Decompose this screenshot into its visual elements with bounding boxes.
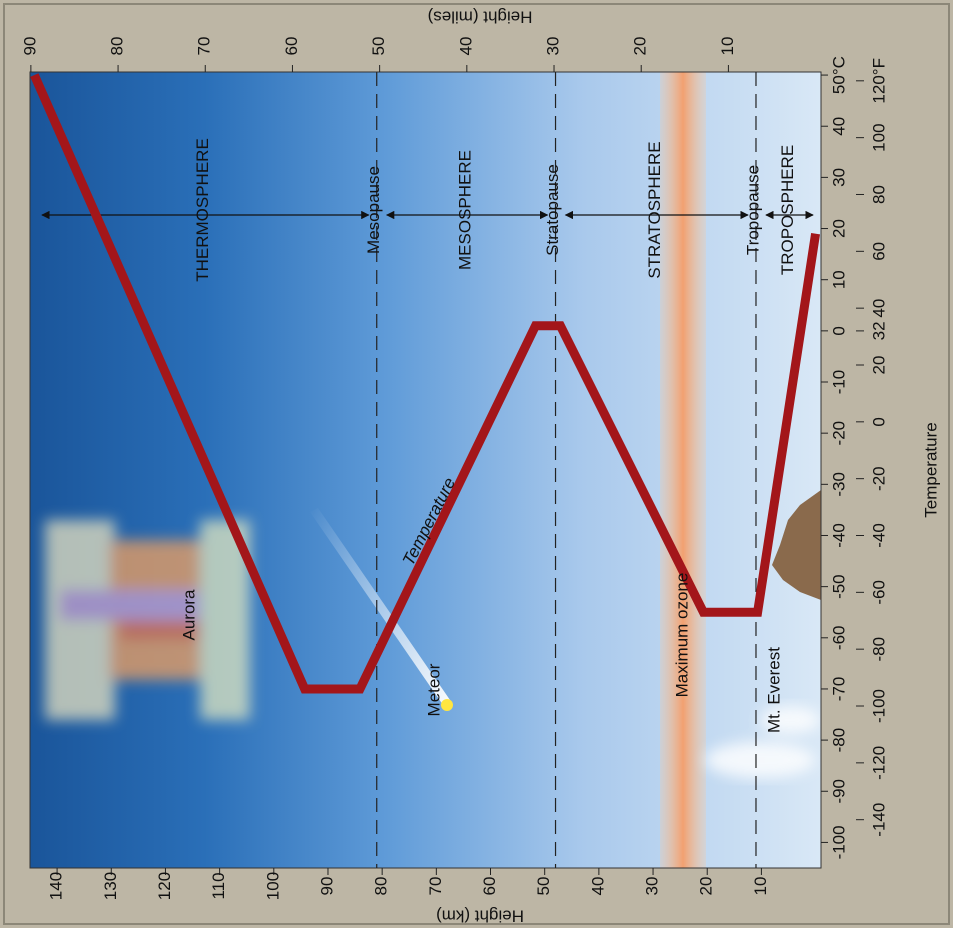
y-tick-label: 10 [751, 877, 770, 896]
x-tick-label: 40 [829, 117, 848, 136]
y2-tick-label: 10 [718, 37, 737, 56]
y-tick-label: 130 [101, 872, 120, 900]
region-label: MESOSPHERE [456, 150, 475, 270]
x-tick-label: -90 [829, 779, 848, 804]
boundary-label: Mesopause [364, 166, 383, 254]
y2-tick-label: 90 [20, 37, 39, 56]
x2-tick-label: 60 [869, 242, 888, 261]
x2-tick-label: -20 [869, 466, 888, 491]
region-label: THERMOSPHERE [193, 138, 212, 282]
y-tick-label: 120 [155, 872, 174, 900]
y-tick-label: 60 [480, 877, 499, 896]
x-tick-label: -80 [829, 728, 848, 753]
y-tick-label: 30 [643, 877, 662, 896]
x-tick-label: 20 [829, 219, 848, 238]
y2-tick-label: 80 [108, 37, 127, 56]
y-tick-label: 50 [534, 877, 553, 896]
plot-background [30, 72, 821, 868]
x2-tick-label: -100 [869, 689, 888, 723]
chart: Height (km) Height (miles) Temperature 1… [0, 0, 953, 928]
annotation: Mt. Everest [764, 647, 783, 733]
x2-tick-label: 40 [869, 299, 888, 318]
y-tick-label: 110 [209, 872, 228, 899]
y-tick-label: 80 [372, 877, 391, 896]
y-axis-title: Height (km) [436, 907, 524, 926]
y2-tick-label: 20 [631, 37, 650, 56]
x2-tick-label: 32 [869, 321, 888, 340]
x2-tick-label: 20 [869, 356, 888, 375]
y2-tick-label: 60 [282, 37, 301, 56]
y-tick-label: 20 [697, 877, 716, 896]
y-tick-label: 40 [588, 877, 607, 896]
x2-tick-label: 100 [869, 123, 888, 151]
y2-axis-title: Height (miles) [428, 8, 533, 27]
y2-tick-label: 50 [369, 37, 388, 56]
x2-tick-label: 0 [869, 417, 888, 426]
annotation: Aurora [179, 589, 198, 641]
x-tick-label: 30 [829, 168, 848, 187]
y-tick-label: 90 [317, 877, 336, 896]
x-tick-label: -10 [829, 370, 848, 395]
y-tick-label: 70 [426, 877, 445, 896]
x-tick-label: -50 [829, 574, 848, 599]
annotation: Maximum ozone [672, 573, 691, 698]
x2-tick-label: -140 [869, 803, 888, 837]
x2-tick-label: -120 [869, 746, 888, 780]
x-tick-label: 0 [829, 326, 848, 335]
x2-tick-label: -60 [869, 580, 888, 605]
x2-tick-label: -40 [869, 523, 888, 548]
region-label: STRATOSPHERE [645, 141, 664, 278]
x-tick-label: -70 [829, 677, 848, 702]
x-tick-label: -40 [829, 523, 848, 548]
annotation: Meteor [424, 663, 443, 716]
x-tick-label: -100 [829, 825, 848, 859]
region-label: TROPOSPHERE [778, 145, 797, 275]
x-tick-label: -30 [829, 472, 848, 497]
y2-tick-label: 30 [544, 37, 563, 56]
boundary-label: Tropopause [743, 165, 762, 255]
ozone-band [660, 72, 706, 868]
x-tick-label: -20 [829, 421, 848, 446]
x2-tick-label: -80 [869, 637, 888, 662]
y-tick-label: 100 [263, 872, 282, 900]
x2-tick-label: 120°F [869, 58, 888, 104]
boundary-label: Stratopause [543, 164, 562, 256]
x-tick-label: -60 [829, 626, 848, 651]
x-tick-label: 10 [829, 270, 848, 289]
x-tick-label: 50°C [829, 56, 848, 94]
y2-tick-label: 70 [195, 37, 214, 56]
y-tick-label: 140 [47, 872, 66, 900]
x2-tick-label: 80 [869, 185, 888, 204]
y2-tick-label: 40 [456, 37, 475, 56]
x-axis-title: Temperature [921, 422, 940, 517]
